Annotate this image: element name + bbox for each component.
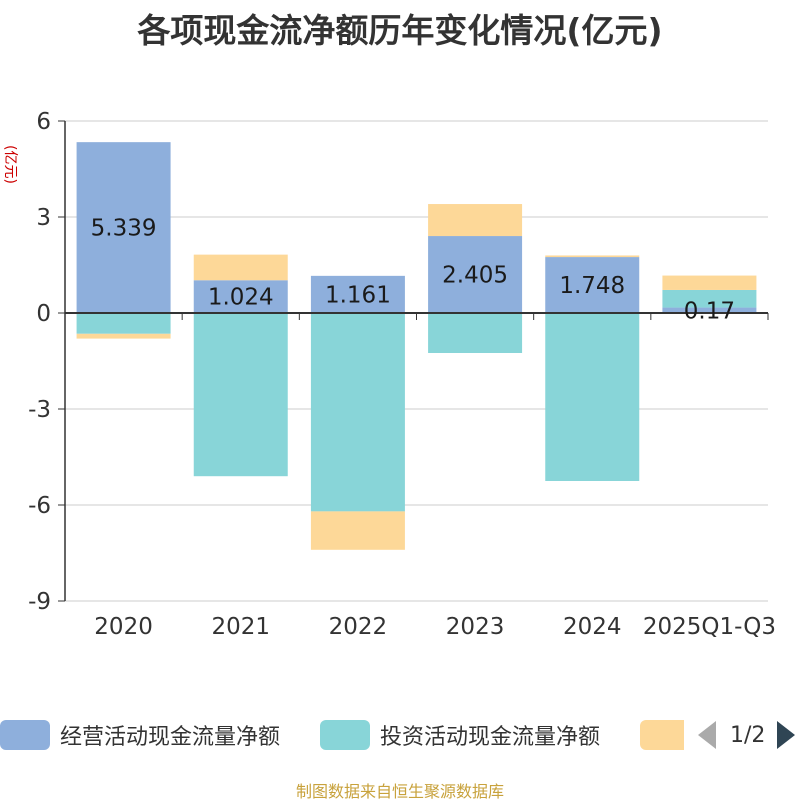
bar-series-0-2025Q1-Q3[interactable] — [662, 307, 757, 313]
data-label: 1.024 — [208, 285, 274, 311]
legend-next-icon[interactable] — [777, 721, 796, 749]
bar-layer — [76, 142, 757, 550]
y-axis-unit: (亿元) — [2, 145, 18, 184]
bar-series-2-2022[interactable] — [310, 511, 405, 550]
legend-swatch-operating — [0, 720, 50, 750]
bar-series-0-2023[interactable] — [428, 236, 523, 313]
x-tick-label: 2022 — [329, 614, 388, 640]
grid-layer — [65, 120, 768, 602]
chart-plot: 6 3 0 -3 -6 -9 2020 2021 2022 2023 2024 2025Q1-Q3 5… — [2, 109, 776, 640]
y-tick-label: 0 — [36, 301, 51, 327]
y-tick-label: 3 — [36, 205, 51, 231]
bar-series-0-2021[interactable] — [193, 280, 288, 313]
source-note: 制图数据来自恒生聚源数据库 — [295, 782, 504, 801]
legend-prev-icon[interactable] — [698, 721, 716, 749]
bar-series-1-2023[interactable] — [428, 313, 523, 353]
x-tick-label: 2020 — [94, 614, 153, 640]
data-label: 5.339 — [91, 216, 157, 242]
bar-series-0-2022[interactable] — [310, 275, 405, 313]
y-tick-label: -3 — [28, 397, 51, 423]
x-tick-label: 2024 — [563, 614, 622, 640]
data-label: 1.748 — [559, 273, 625, 299]
legend-swatch-third — [640, 720, 684, 750]
data-label: 1.161 — [325, 282, 391, 308]
bar-series-2-2024[interactable] — [545, 255, 640, 258]
label-layer: 5.339 1.024 1.161 2.405 1.748 0.17 — [91, 216, 735, 325]
legend-page-text: 1/2 — [730, 722, 766, 748]
data-label: 0.17 — [684, 298, 735, 324]
bar-series-1-2020[interactable] — [76, 313, 171, 334]
bar-series-2-2023[interactable] — [428, 204, 523, 237]
bar-series-2-2021[interactable] — [193, 254, 288, 281]
legend-item-operating[interactable]: 经营活动现金流量净额 — [0, 715, 280, 755]
bar-series-1-2025Q1-Q3[interactable] — [662, 289, 757, 308]
bar-series-1-2024[interactable] — [545, 313, 640, 481]
bar-series-2-2020[interactable] — [76, 333, 171, 339]
x-tick-label: 2021 — [211, 614, 270, 640]
legend: 经营活动现金流量净额 投资活动现金流量净额 1/2 — [0, 715, 800, 755]
bar-series-0-2024[interactable] — [545, 257, 640, 313]
legend-swatch-investing — [320, 720, 370, 750]
legend-label-operating: 经营活动现金流量净额 — [60, 725, 281, 750]
bar-series-2-2025Q1-Q3[interactable] — [662, 275, 757, 290]
bar-series-1-2022[interactable] — [310, 313, 405, 512]
bar-series-0-2020[interactable] — [76, 142, 171, 313]
legend-label-investing: 投资活动现金流量净额 — [380, 725, 601, 750]
legend-item-investing[interactable]: 投资活动现金流量净额 — [320, 715, 600, 755]
x-tick-label: 2025Q1-Q3 — [643, 614, 776, 640]
y-tick-label: -9 — [28, 589, 51, 615]
x-tick-label: 2023 — [446, 614, 505, 640]
y-tick-label: -6 — [28, 493, 51, 519]
y-tick-label: 6 — [36, 109, 51, 135]
legend-pager: 1/2 — [698, 715, 796, 755]
data-label: 2.405 — [442, 263, 508, 289]
bar-series-1-2021[interactable] — [193, 313, 288, 477]
chart-title: 各项现金流净额历年变化情况(亿元) — [137, 11, 663, 50]
axis-layer: 6 3 0 -3 -6 -9 2020 2021 2022 2023 2024 2025Q1-Q3 — [28, 109, 776, 640]
legend-item-third[interactable] — [640, 715, 694, 755]
